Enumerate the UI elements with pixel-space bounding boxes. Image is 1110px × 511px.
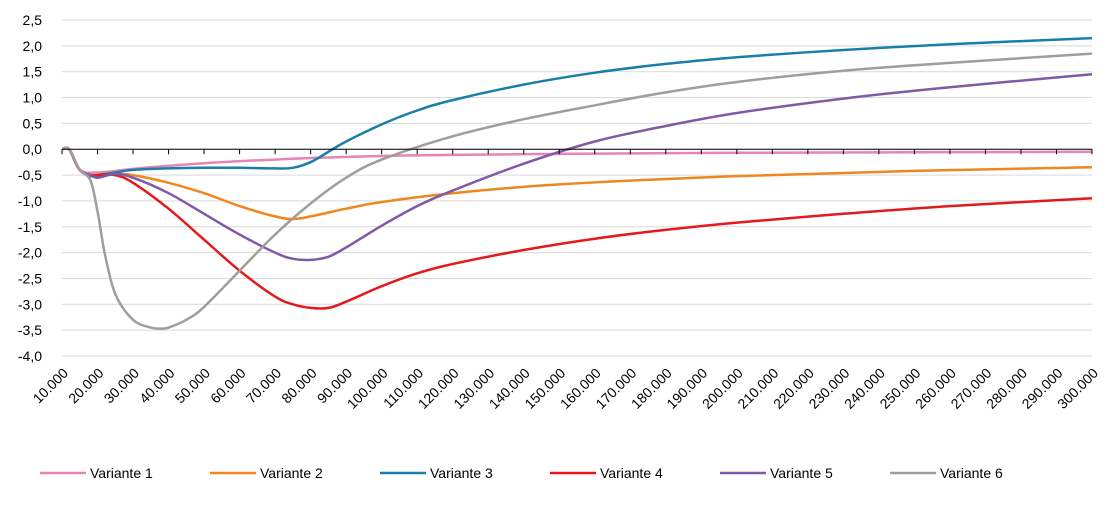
x-tick-label: 50.000 [172, 365, 214, 407]
legend-label: Variante 1 [90, 465, 153, 481]
y-tick-label: 2,5 [23, 12, 43, 28]
gridlines [62, 19, 1092, 357]
legend-label: Variante 6 [940, 465, 1003, 481]
y-axis-tick-labels: 2,5 2,0 1,5 1,0 0,5 0,0 -0,5 -1,0 -1,5 -2,0 -2,5 -3… [18, 12, 42, 364]
y-tick-label: 1,5 [23, 64, 43, 80]
legend-label: Variante 2 [260, 465, 323, 481]
x-tick-label: 70.000 [243, 365, 285, 407]
y-tick-label: -2,0 [18, 245, 42, 261]
x-tick-label: 80.000 [278, 365, 320, 407]
y-tick-label: -3,5 [18, 322, 42, 338]
y-tick-label: -0,5 [18, 167, 42, 183]
series-line-variante-5 [61, 73, 1093, 262]
legend: Variante 1 Variante 2 Variante 3 Variante 4… [40, 465, 1003, 481]
y-tick-label: 0,5 [23, 115, 43, 131]
series-lines [61, 36, 1093, 330]
x-axis [61, 148, 1093, 155]
x-axis-tick-labels: 10.00020.00030.00040.00050.00060.00070.0… [30, 365, 1102, 412]
x-tick-label: 20.000 [65, 365, 107, 407]
y-tick-label: -4,0 [18, 348, 42, 364]
series-line-variante-6 [61, 52, 1093, 330]
y-tick-label: 2,0 [23, 38, 43, 54]
y-tick-label: -1,0 [18, 193, 42, 209]
series-line-variante-2 [61, 146, 1093, 221]
y-tick-label: 1,0 [23, 90, 43, 106]
x-tick-label: 30.000 [101, 365, 143, 407]
y-tick-label: -1,5 [18, 219, 42, 235]
legend-label: Variante 5 [770, 465, 833, 481]
x-tick-label: 60.000 [207, 365, 249, 407]
series-line-variante-3 [61, 36, 1093, 178]
series-line-variante-1 [61, 146, 1093, 175]
x-tick-label: 40.000 [136, 365, 178, 407]
y-tick-label: 0,0 [23, 141, 43, 157]
y-tick-label: -3,0 [18, 296, 42, 312]
y-tick-label: -2,5 [18, 270, 42, 286]
legend-label: Variante 3 [430, 465, 493, 481]
x-tick-label: 10.000 [30, 365, 72, 407]
legend-label: Variante 4 [600, 465, 663, 481]
series-line-variante-4 [61, 146, 1093, 310]
